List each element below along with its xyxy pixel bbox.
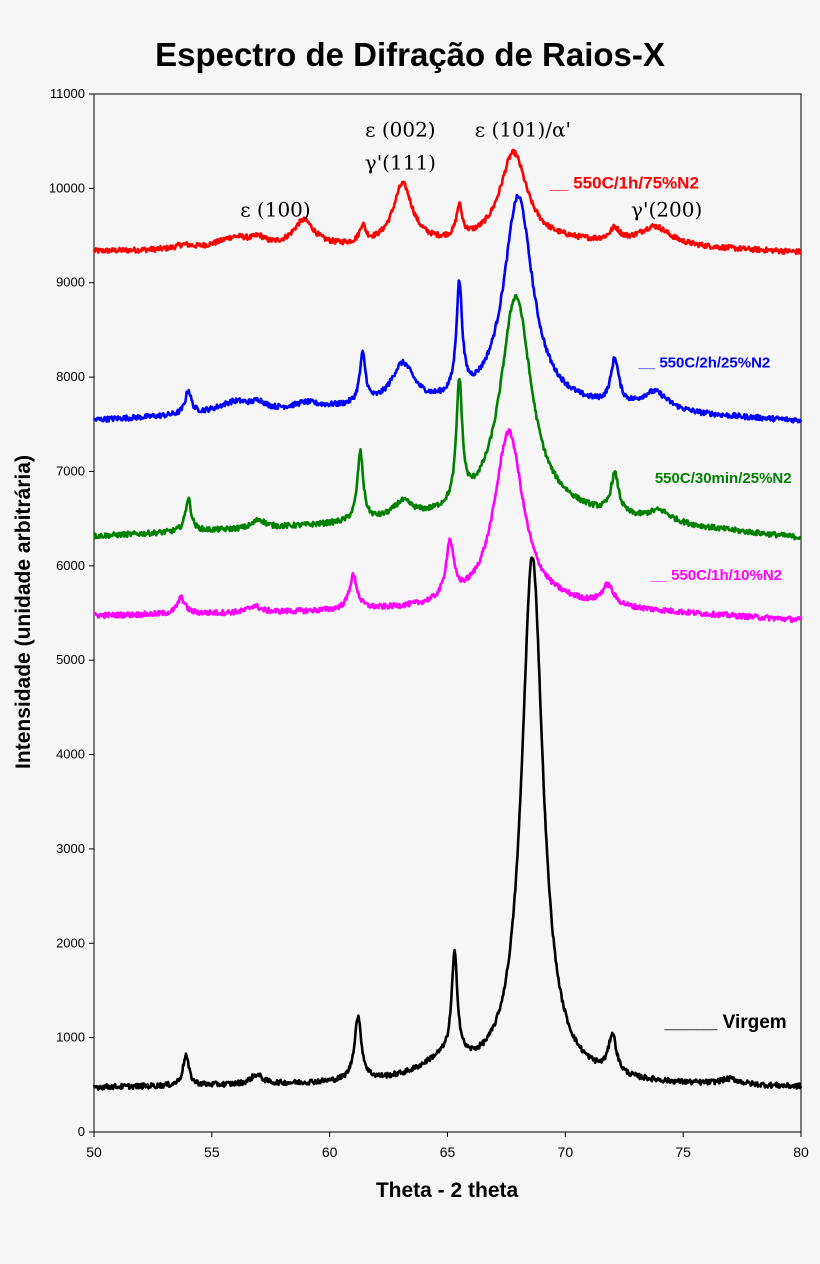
series-line-3: [92, 428, 803, 624]
y-axis-title: Intensidade (unidade arbitrária): [12, 455, 35, 769]
legend-line-marker: __: [637, 355, 659, 372]
x-tick-label: 55: [204, 1144, 220, 1160]
legend-line-marker: __: [649, 567, 671, 584]
series-line-0: [92, 148, 803, 256]
y-tick-label: 6000: [56, 558, 85, 573]
x-tick-label: 65: [440, 1144, 456, 1160]
legend-label: __ 550C/2h/25%N2: [637, 355, 770, 372]
legend-label: __ 550C/1h/10%N2: [649, 567, 782, 584]
y-axis: 0 1000 2000 3000 4000 5000 6000 7000 8000 9000 100…: [49, 86, 94, 1139]
x-tick-label: 60: [322, 1144, 338, 1160]
legend-line-marker: _____: [663, 1012, 722, 1033]
y-tick-label: 2000: [56, 935, 85, 950]
x-axis-title: Theta - 2 theta: [376, 1179, 519, 1202]
legend-series-name: 550C/2h/25%N2: [659, 355, 770, 372]
y-tick-label: 11000: [50, 86, 85, 101]
series-line-2: [92, 293, 802, 541]
legend-series-name: 550C/1h/10%N2: [671, 567, 782, 584]
y-tick-label: 5000: [56, 652, 85, 667]
legend-series-name: Virgem: [723, 1012, 787, 1033]
y-tick-label: 10000: [49, 180, 85, 195]
legend-series-name: 550C/30min/25%N2: [655, 470, 792, 487]
y-tick-label: 4000: [56, 747, 85, 762]
x-tick-label: 80: [793, 1144, 809, 1160]
x-tick-label: 70: [558, 1144, 574, 1160]
peak-annotation: γ'(200): [631, 198, 702, 222]
y-tick-label: 1000: [56, 1030, 85, 1045]
x-tick-label: 50: [86, 1144, 102, 1160]
peak-annotation: ε (002): [365, 117, 436, 141]
peak-annotation: γ'(111): [365, 150, 436, 174]
peak-annotations: ε (100) ε (002) γ'(111) ε (101)/α' γ'(200): [240, 117, 702, 221]
y-tick-label: 0: [78, 1124, 85, 1139]
legend: __ 550C/1h/75%N2__ 550C/2h/25%N2550C/30m…: [549, 173, 792, 1033]
peak-annotation: ε (100): [240, 198, 311, 222]
x-tick-label: 75: [675, 1144, 691, 1160]
legend-label: 550C/30min/25%N2: [655, 470, 792, 487]
chart-title: Espectro de Difração de Raios-X: [155, 36, 665, 73]
y-tick-label: 8000: [56, 369, 85, 384]
legend-label: _____ Virgem: [663, 1012, 786, 1033]
y-tick-label: 3000: [56, 841, 85, 856]
x-axis: 50 55 60 65 70 75 80: [86, 1132, 809, 1160]
y-tick-label: 7000: [56, 463, 85, 478]
legend-series-name: 550C/1h/75%N2: [573, 173, 699, 192]
legend-line-marker: __: [549, 173, 574, 192]
series-layer: [92, 148, 803, 1091]
series-line-1: [92, 193, 803, 424]
peak-annotation: ε (101)/α': [475, 117, 571, 141]
legend-label: __ 550C/1h/75%N2: [549, 173, 699, 192]
series-line-4: [92, 556, 803, 1091]
y-tick-label: 9000: [56, 275, 85, 290]
